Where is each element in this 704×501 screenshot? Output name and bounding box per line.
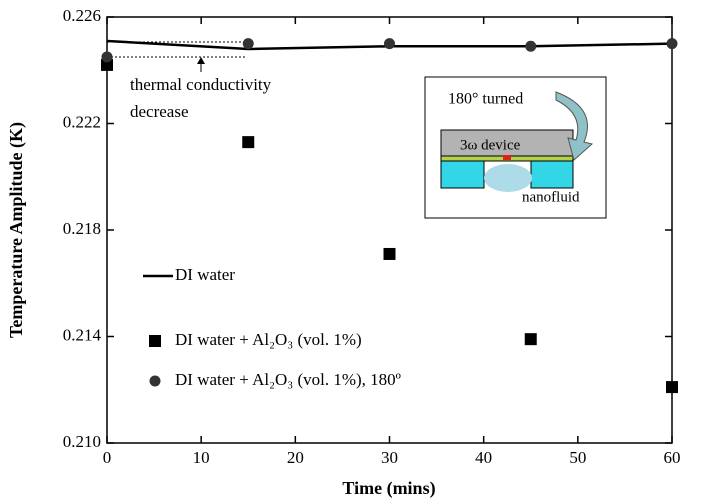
point <box>383 247 396 260</box>
inset: 180° turned 3ω device nanofluid <box>424 76 607 219</box>
point <box>524 333 537 346</box>
x-axis-title: Time (mins) <box>342 478 435 499</box>
legend-label: DI water + Al₂O₃ (vol. 1%) <box>175 330 362 349</box>
legend-swatch <box>149 375 161 387</box>
legend-label: DI water <box>175 265 235 284</box>
device <box>440 129 574 157</box>
annotation: thermal conductivity <box>130 75 272 94</box>
y-axis-title: Temperature Amplitude (K) <box>6 122 27 338</box>
x-tick-label: 0 <box>103 448 112 467</box>
annotation: decrease <box>130 102 189 121</box>
point <box>384 38 395 50</box>
x-tick-label: 40 <box>475 448 492 467</box>
legend-swatch <box>149 335 161 347</box>
spacer <box>530 160 574 189</box>
point <box>525 40 537 52</box>
point <box>101 58 113 71</box>
x-tick-label: 20 <box>287 448 304 467</box>
inset-label: 180° turned <box>448 91 523 108</box>
point <box>101 51 113 63</box>
legend-label: DI water + Al₂O₃ (vol. 1%), 180º <box>175 370 401 389</box>
y-tick-label: 0.226 <box>63 6 101 25</box>
fluid <box>484 164 532 192</box>
x-tick-label: 10 <box>193 448 210 467</box>
point <box>666 381 678 394</box>
turn-arrow <box>555 91 594 161</box>
heater <box>503 155 511 160</box>
y-tick-label: 0.214 <box>63 325 102 344</box>
y-tick-label: 0.218 <box>63 219 101 238</box>
x-tick-label: 30 <box>381 448 398 467</box>
point <box>242 38 254 50</box>
y-tick-label: 0.210 <box>63 432 101 451</box>
x-tick-label: 60 <box>664 448 681 467</box>
inset-label: nanofluid <box>522 189 580 205</box>
x-tick-label: 50 <box>569 448 586 467</box>
spacer <box>440 160 485 189</box>
inset-label: 3ω device <box>460 137 521 153</box>
y-tick-label: 0.222 <box>63 112 101 131</box>
annotation-arrowhead <box>197 57 205 64</box>
point <box>242 136 255 149</box>
point <box>666 38 678 50</box>
